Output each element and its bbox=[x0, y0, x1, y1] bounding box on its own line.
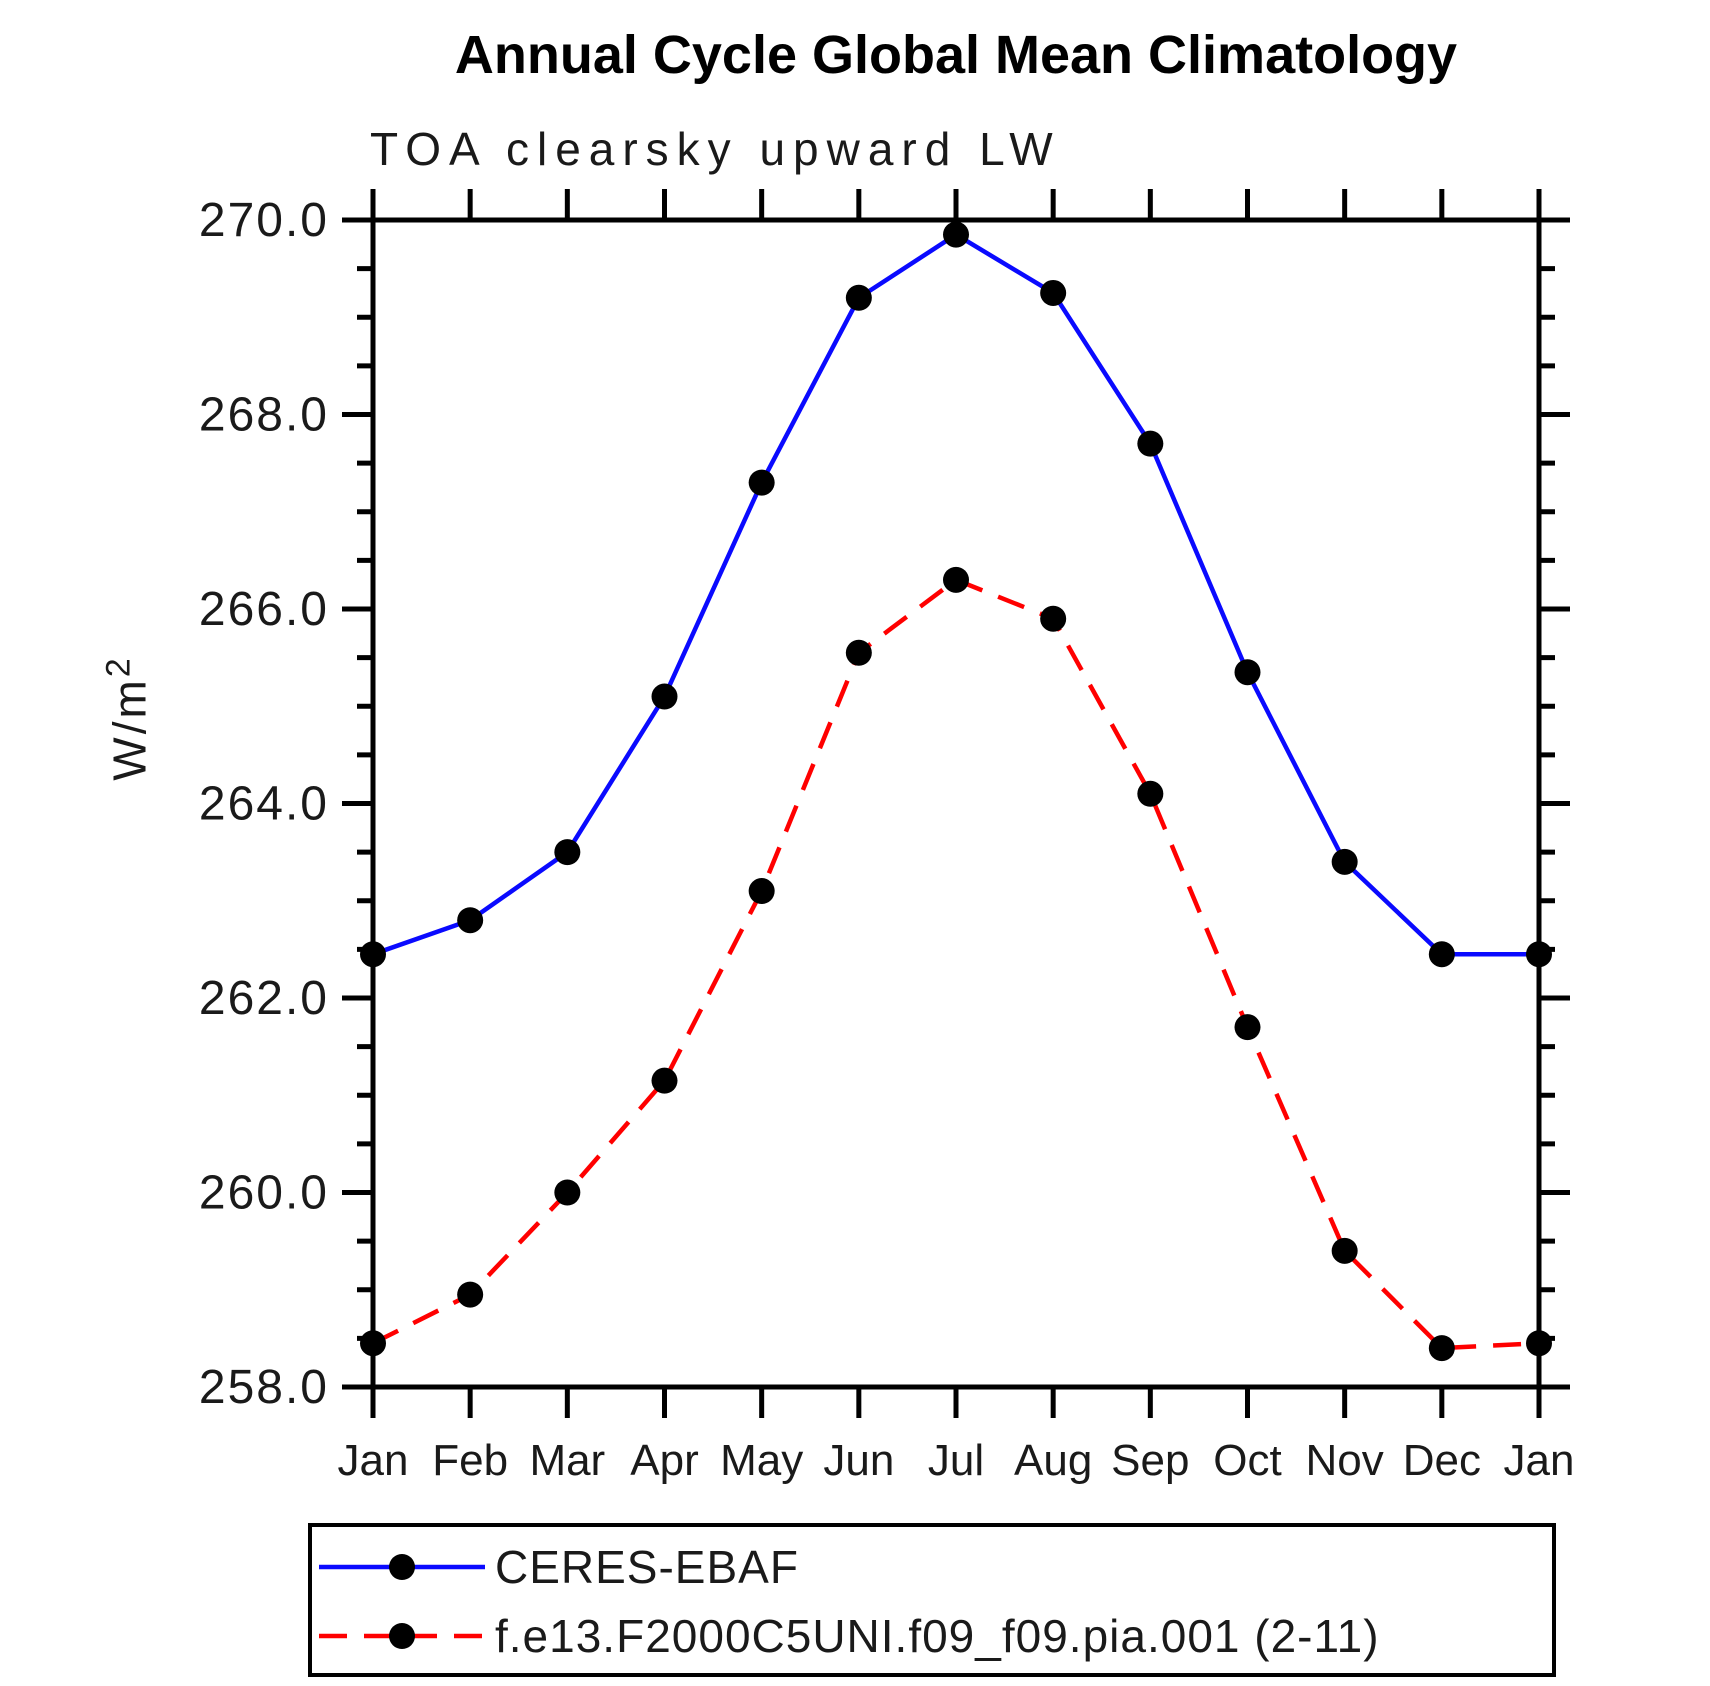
data-point-f-e13-f2000c5uni-f09-f09-pia-001-2-11-nov-10 bbox=[1331, 1237, 1358, 1264]
data-point-f-e13-f2000c5uni-f09-f09-pia-001-2-11-jun-5 bbox=[845, 639, 872, 666]
y-tick-label: 262.0 bbox=[199, 972, 329, 1025]
data-point-f-e13-f2000c5uni-f09-f09-pia-001-2-11-jul-6 bbox=[943, 566, 969, 593]
data-point-f-e13-f2000c5uni-f09-f09-pia-001-2-11-oct-9 bbox=[1234, 1014, 1261, 1041]
x-tick-label: Jan bbox=[338, 1436, 409, 1485]
legend-line-sample-model-run bbox=[319, 1623, 485, 1649]
ceres-ebaf-line bbox=[372, 231, 1539, 957]
data-point-ceres-ebaf-jul-6 bbox=[943, 221, 969, 248]
x-tick-label: Oct bbox=[1213, 1436, 1281, 1485]
data-point-f-e13-f2000c5uni-f09-f09-pia-001-2-11-jan-12 bbox=[1526, 1330, 1552, 1357]
x-tick-label: Dec bbox=[1403, 1436, 1481, 1485]
data-point-ceres-ebaf-mar-2 bbox=[554, 839, 581, 866]
data-point-f-e13-f2000c5uni-f09-f09-pia-001-2-11-jan-0 bbox=[360, 1330, 386, 1357]
chart-subtitle: TOA clearsky upward LW bbox=[370, 123, 1061, 175]
y-tick-label: 266.0 bbox=[199, 583, 329, 636]
legend-label-ceres-ebaf: CERES-EBAF bbox=[495, 1541, 799, 1593]
legend-line-sample-ceres-ebaf bbox=[319, 1554, 485, 1580]
data-point-ceres-ebaf-feb-1 bbox=[457, 907, 484, 934]
chart-title: Annual Cycle Global Mean Climatology bbox=[454, 25, 1458, 85]
data-point-f-e13-f2000c5uni-f09-f09-pia-001-2-11-sep-8 bbox=[1137, 780, 1164, 807]
data-point-f-e13-f2000c5uni-f09-f09-pia-001-2-11-feb-1 bbox=[457, 1281, 484, 1308]
data-point-ceres-ebaf-aug-7 bbox=[1040, 279, 1067, 306]
x-tick-label: Apr bbox=[630, 1436, 698, 1485]
y-tick-label: 260.0 bbox=[199, 1167, 329, 1220]
data-point-ceres-ebaf-dec-11 bbox=[1428, 941, 1455, 968]
x-tick-label: Aug bbox=[1014, 1436, 1092, 1485]
y-tick-label: 268.0 bbox=[199, 389, 329, 442]
data-point-ceres-ebaf-may-4 bbox=[748, 469, 775, 496]
plot-frame bbox=[370, 217, 1542, 1390]
x-tick-label: Feb bbox=[432, 1436, 508, 1485]
x-tick-label: Sep bbox=[1111, 1436, 1189, 1485]
x-tick-label: Jul bbox=[928, 1436, 984, 1485]
data-point-ceres-ebaf-nov-10 bbox=[1331, 848, 1358, 875]
x-tick-label: Mar bbox=[529, 1436, 605, 1485]
data-point-ceres-ebaf-jun-5 bbox=[845, 284, 872, 311]
data-point-f-e13-f2000c5uni-f09-f09-pia-001-2-11-aug-7 bbox=[1040, 605, 1067, 632]
legend-marker-icon bbox=[389, 1623, 415, 1649]
data-point-ceres-ebaf-jan-0 bbox=[360, 941, 386, 968]
legend-row-model-run: f.e13.F2000C5UNI.f09_f09.pia.001 (2-11) bbox=[317, 1610, 1380, 1662]
data-point-f-e13-f2000c5uni-f09-f09-pia-001-2-11-apr-3 bbox=[651, 1067, 678, 1094]
legend-row-ceres-ebaf: CERES-EBAF bbox=[317, 1541, 799, 1593]
y-tick-label: 270.0 bbox=[199, 194, 329, 247]
y-tick-label: 264.0 bbox=[199, 778, 329, 831]
data-point-f-e13-f2000c5uni-f09-f09-pia-001-2-11-may-4 bbox=[748, 878, 775, 905]
data-point-ceres-ebaf-apr-3 bbox=[651, 683, 678, 710]
data-point-f-e13-f2000c5uni-f09-f09-pia-001-2-11-mar-2 bbox=[554, 1179, 581, 1206]
legend-box: CERES-EBAF f.e13.F2000C5UNI.f09_f09.pia.… bbox=[308, 1523, 1556, 1677]
data-point-ceres-ebaf-jan-12 bbox=[1526, 941, 1552, 968]
x-tick-label: May bbox=[720, 1436, 803, 1485]
data-point-f-e13-f2000c5uni-f09-f09-pia-001-2-11-dec-11 bbox=[1428, 1335, 1455, 1362]
data-point-ceres-ebaf-sep-8 bbox=[1137, 430, 1164, 457]
x-tick-label: Jan bbox=[1504, 1436, 1575, 1485]
legend-marker-icon bbox=[389, 1554, 415, 1580]
f-e13-f2000c5uni-f09-f09-pia-001-2-11-line bbox=[371, 577, 1540, 1351]
y-tick-label: 258.0 bbox=[199, 1361, 329, 1414]
data-point-ceres-ebaf-oct-9 bbox=[1234, 659, 1261, 686]
legend-label-model-run: f.e13.F2000C5UNI.f09_f09.pia.001 (2-11) bbox=[495, 1610, 1380, 1662]
x-tick-label: Nov bbox=[1306, 1436, 1384, 1485]
x-tick-label: Jun bbox=[823, 1436, 894, 1485]
